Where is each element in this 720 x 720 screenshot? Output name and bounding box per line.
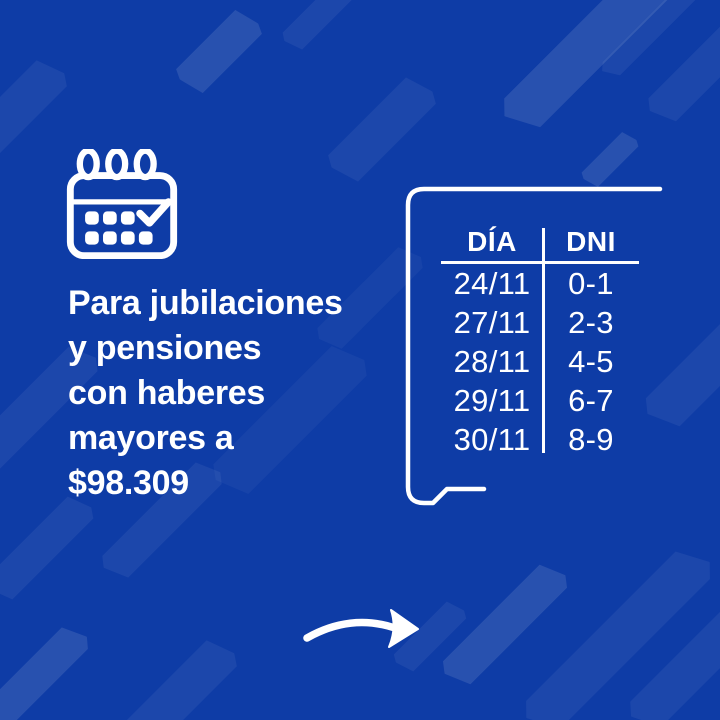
cell-dni: 4-5 xyxy=(568,343,614,379)
cell-dni: 2-3 xyxy=(568,304,614,340)
payment-schedule-table: DÍA DNI 24/11 0-1 27/11 2-3 28/11 4-5 29… xyxy=(441,218,639,459)
headline-line-1: Para jubilaciones xyxy=(68,284,343,322)
cell-dia: 27/11 xyxy=(453,304,531,340)
table-header-row: DÍA DNI xyxy=(441,218,639,264)
diagonal-stripe xyxy=(0,53,72,187)
cell-dni: 0-1 xyxy=(568,265,614,301)
diagonal-stripe xyxy=(173,5,266,98)
cell-dia: 24/11 xyxy=(453,265,531,301)
headline-line-4: mayores a xyxy=(68,419,234,457)
cell-dni: 8-9 xyxy=(568,421,614,457)
headline-line-2: y pensiones xyxy=(68,329,262,367)
diagonal-stripe xyxy=(108,633,242,720)
headline-line-3: con haberes xyxy=(68,374,265,412)
column-header-dni: DNI xyxy=(566,226,616,257)
cell-dni: 6-7 xyxy=(568,382,614,418)
column-divider-line xyxy=(542,228,545,453)
table-row: 29/11 6-7 xyxy=(441,381,639,420)
column-header-dia: DÍA xyxy=(467,226,517,257)
cell-dia: 29/11 xyxy=(453,382,531,418)
curved-arrow-icon xyxy=(303,609,419,648)
cell-dia: 28/11 xyxy=(453,343,531,379)
headline: Para jubilaciones y pensiones con habere… xyxy=(68,281,343,506)
calendar-check-icon xyxy=(66,149,178,259)
table-bracket-decoration xyxy=(405,186,663,506)
headline-line-5: $98.309 xyxy=(68,464,189,502)
table-row: 24/11 0-1 xyxy=(441,264,639,303)
diagonal-stripe xyxy=(0,619,94,720)
diagonal-stripe xyxy=(324,71,441,188)
diagonal-stripe xyxy=(0,490,98,606)
diagonal-stripe xyxy=(279,0,365,54)
table-row: 30/11 8-9 xyxy=(441,420,639,459)
table-row: 28/11 4-5 xyxy=(441,342,639,381)
cell-dia: 30/11 xyxy=(453,421,531,457)
table-row: 27/11 2-3 xyxy=(441,303,639,342)
